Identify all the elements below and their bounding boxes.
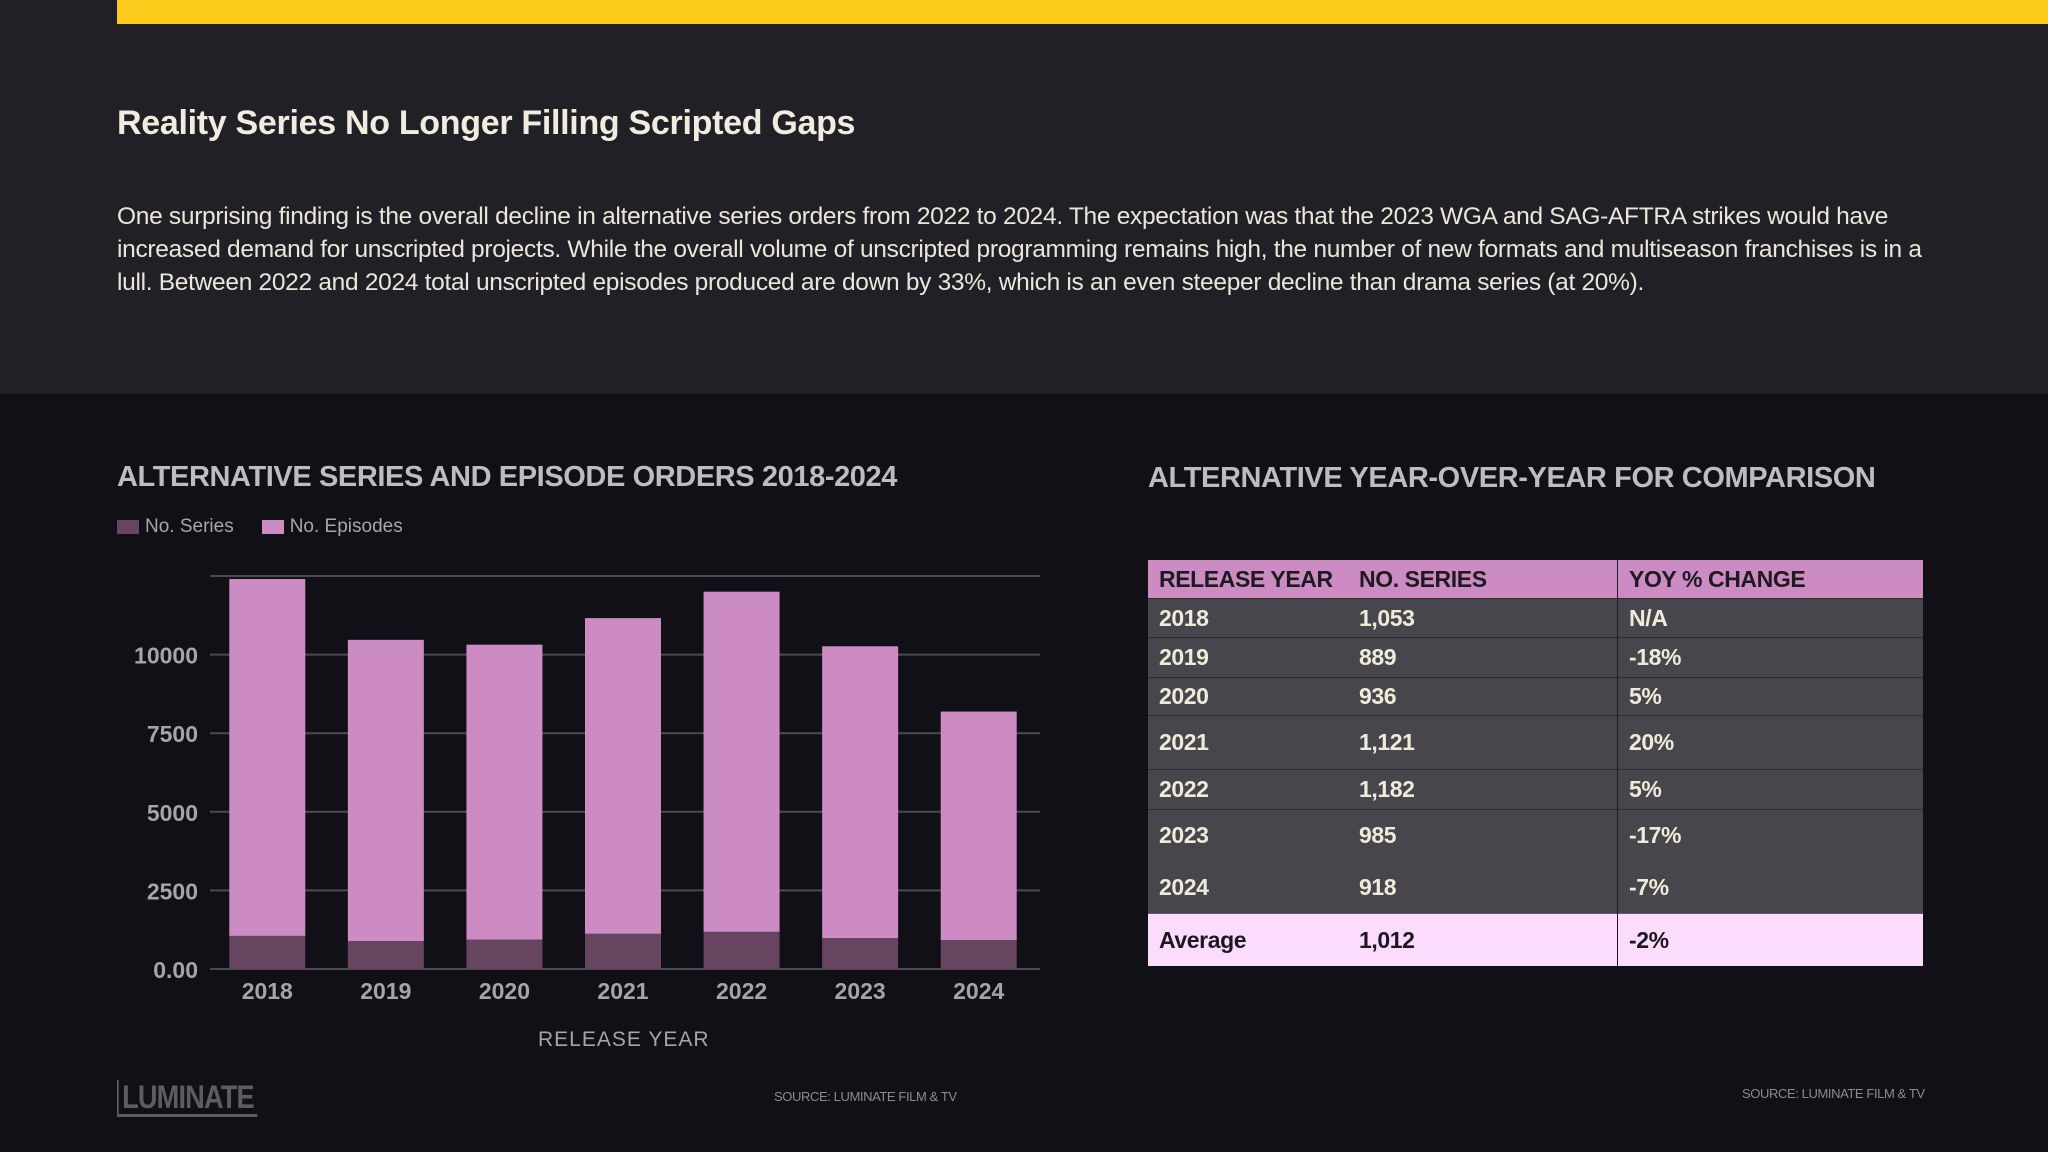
table-title: ALTERNATIVE YEAR-OVER-YEAR FOR COMPARISO… — [1148, 462, 1876, 494]
bar-series — [585, 933, 661, 969]
x-tick-label: 2018 — [242, 978, 293, 1004]
chart-legend: No. Series No. Episodes — [117, 516, 403, 538]
bar-series — [822, 938, 899, 969]
luminate-logo: LUMINATE — [117, 1080, 258, 1117]
table-average-row: Average 1,012 -2% — [1148, 913, 1923, 966]
bar-episodes — [229, 579, 306, 936]
legend-label-series: No. Series — [145, 516, 234, 537]
cell-year: 2019 — [1148, 637, 1348, 678]
column-header-yoy: YOY % CHANGE — [1617, 560, 1923, 599]
column-header-year: RELEASE YEAR — [1148, 560, 1348, 599]
chart-source: SOURCE: LUMINATE FILM & TV — [774, 1089, 957, 1104]
x-tick-label: 2019 — [360, 978, 411, 1004]
cell-series: 1,182 — [1348, 769, 1618, 810]
cell-yoy: 20% — [1617, 715, 1923, 770]
cell-year: 2020 — [1148, 677, 1348, 716]
cell-year: 2024 — [1148, 861, 1348, 914]
yoy-table: RELEASE YEAR NO. SERIES YOY % CHANGE 201… — [1148, 560, 1923, 966]
legend-swatch-series — [117, 520, 139, 534]
table-source: SOURCE: LUMINATE FILM & TV — [1742, 1086, 1925, 1101]
bar-series — [703, 931, 780, 969]
cell-average-yoy: -2% — [1617, 913, 1923, 966]
bar-episodes — [940, 711, 1017, 941]
table-row: 2024 918 -7% — [1148, 861, 1923, 914]
cell-series: 1,053 — [1348, 598, 1618, 638]
y-tick-label: 0.00 — [153, 957, 198, 983]
y-tick-label: 5000 — [147, 800, 198, 826]
cell-year: 2021 — [1148, 715, 1348, 770]
x-tick-label: 2022 — [716, 978, 767, 1004]
y-tick-label: 10000 — [134, 643, 198, 669]
legend-item-series: No. Series — [117, 516, 234, 538]
cell-year: 2018 — [1148, 598, 1348, 638]
table-header-row: RELEASE YEAR NO. SERIES YOY % CHANGE — [1148, 560, 1923, 599]
cell-yoy: 5% — [1617, 677, 1923, 716]
bar-series — [229, 935, 306, 969]
column-header-series: NO. SERIES — [1348, 560, 1618, 599]
y-tick-label: 2500 — [147, 878, 198, 904]
cell-average-series: 1,012 — [1348, 913, 1618, 966]
table-row: 2022 1,182 5% — [1148, 769, 1923, 810]
x-axis-title: RELEASE YEAR — [538, 1028, 710, 1051]
page-title: Reality Series No Longer Filling Scripte… — [117, 104, 856, 142]
bar-episodes — [822, 646, 899, 939]
table-row: 2018 1,053 N/A — [1148, 598, 1923, 638]
x-axis-ticks: 2018 2019 2020 2021 2022 2023 2024 — [242, 978, 1005, 1004]
cell-series: 985 — [1348, 809, 1618, 862]
bar-series — [347, 941, 424, 969]
table-row: 2020 936 5% — [1148, 677, 1923, 716]
y-axis-ticks: 0.00 2500 5000 7500 10000 — [134, 643, 198, 983]
cell-series: 889 — [1348, 637, 1618, 678]
cell-series: 936 — [1348, 677, 1618, 716]
bar-series — [466, 939, 543, 969]
table-row: 2019 889 -18% — [1148, 637, 1923, 678]
legend-label-episodes: No. Episodes — [289, 516, 403, 537]
bars — [229, 579, 1017, 969]
cell-year: 2023 — [1148, 809, 1348, 862]
intro-paragraph: One surprising finding is the overall de… — [117, 203, 1922, 296]
table-row: 2021 1,121 20% — [1148, 715, 1923, 770]
bar-episodes — [466, 644, 543, 940]
accent-bar — [117, 0, 2048, 24]
cell-series: 918 — [1348, 861, 1618, 914]
y-tick-label: 7500 — [147, 721, 198, 747]
chart-title: ALTERNATIVE SERIES AND EPISODE ORDERS 20… — [117, 461, 897, 493]
bar-episodes — [347, 639, 424, 942]
bar-episodes — [585, 618, 661, 934]
cell-year: 2022 — [1148, 769, 1348, 810]
cell-yoy: N/A — [1617, 598, 1923, 638]
cell-average-label: Average — [1148, 913, 1348, 966]
cell-yoy: 5% — [1617, 769, 1923, 810]
intro-section: Reality Series No Longer Filling Scripte… — [0, 0, 2048, 394]
bar-episodes — [703, 591, 780, 932]
x-tick-label: 2021 — [597, 978, 648, 1004]
table-row: 2023 985 -17% — [1148, 809, 1923, 862]
legend-swatch-episodes — [261, 520, 284, 534]
cell-yoy: -18% — [1617, 637, 1923, 678]
bar-series — [940, 940, 1017, 969]
x-tick-label: 2023 — [835, 978, 886, 1004]
cell-series: 1,121 — [1348, 715, 1618, 770]
cell-yoy: -17% — [1617, 809, 1923, 862]
cell-yoy: -7% — [1617, 861, 1923, 914]
x-tick-label: 2020 — [479, 978, 530, 1004]
x-tick-label: 2024 — [953, 978, 1004, 1004]
legend-item-episodes: No. Episodes — [261, 516, 403, 538]
